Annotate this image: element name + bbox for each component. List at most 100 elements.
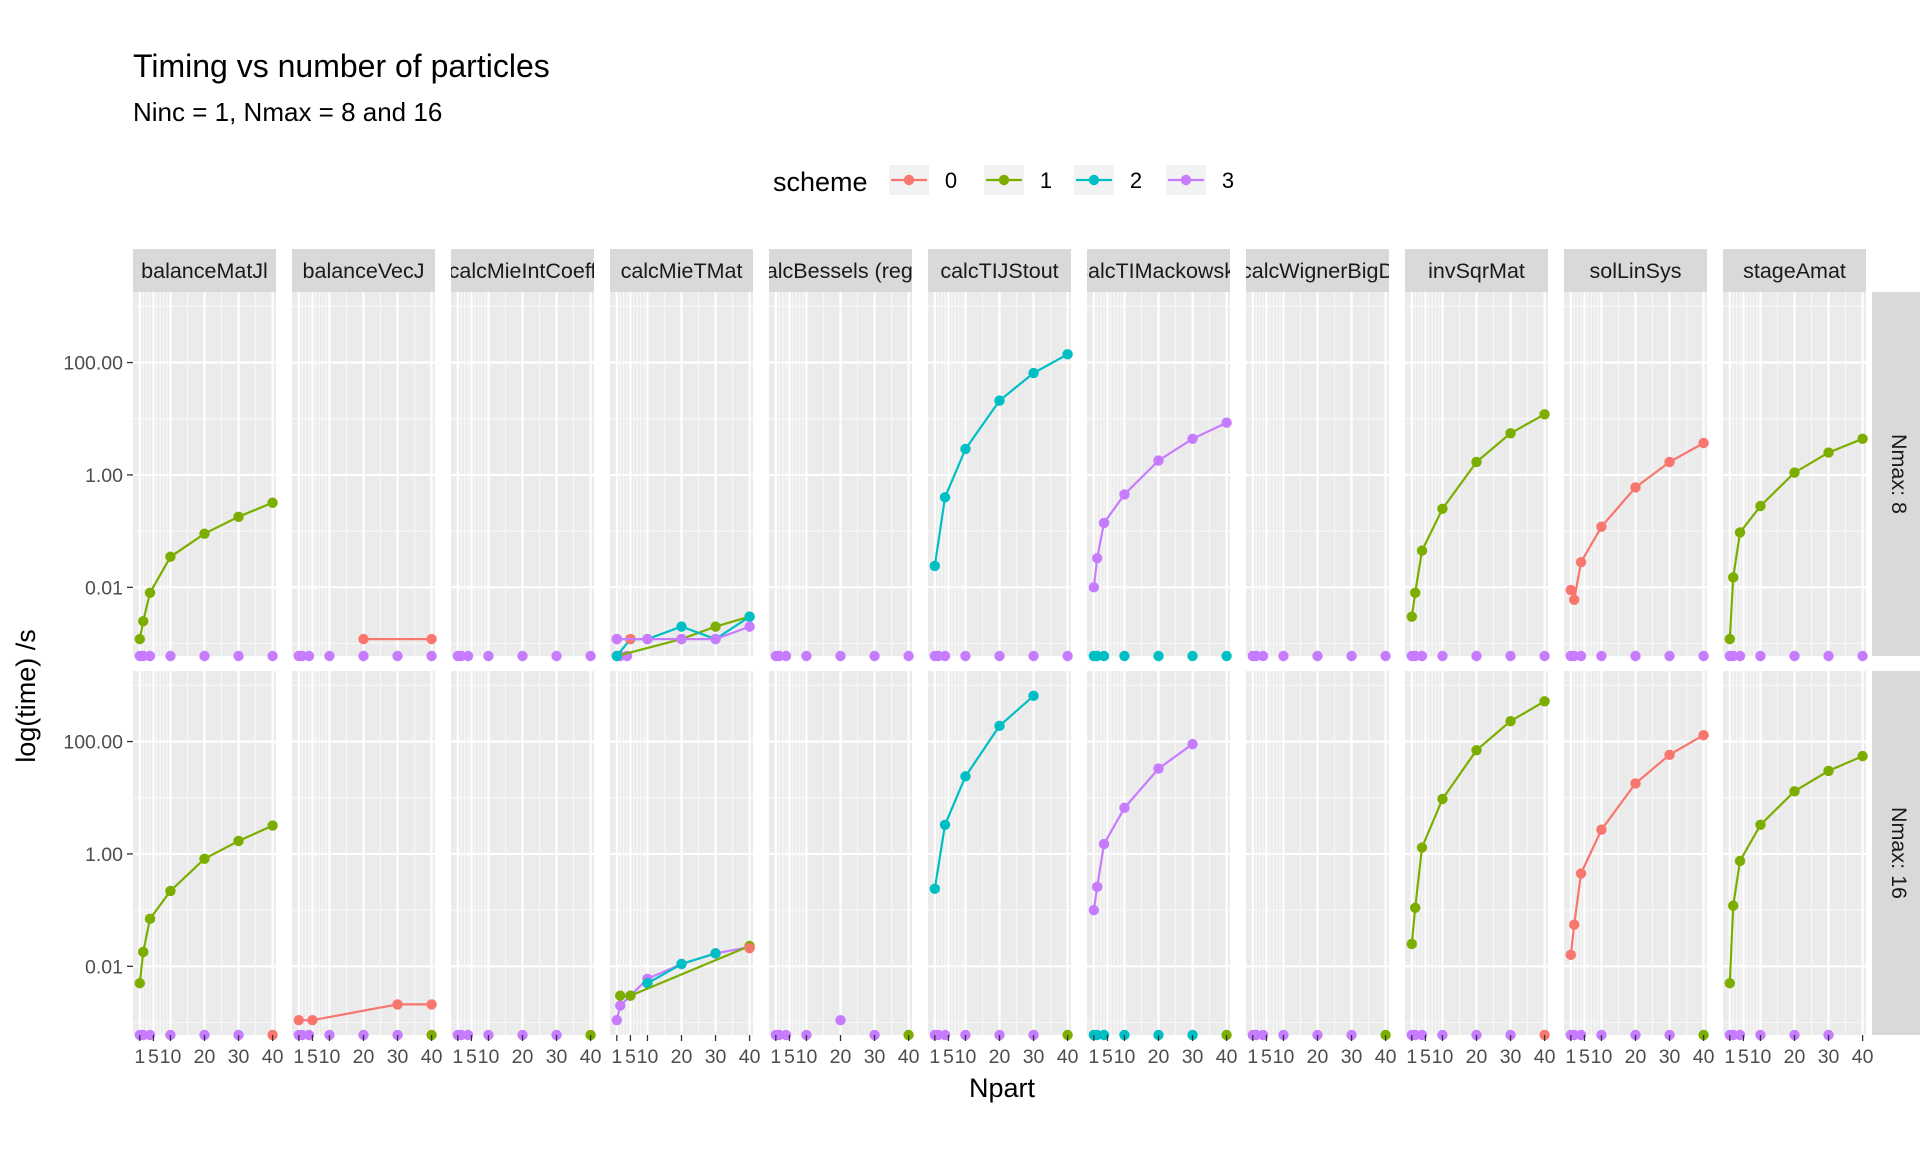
facet-strip-label: calcTIMackowski	[1077, 259, 1239, 283]
x-tick-label: 5	[943, 1046, 954, 1068]
facet-strip-0: balanceMatJl	[133, 249, 276, 292]
zero-time-point	[1505, 650, 1516, 662]
panel-5-16	[928, 671, 1073, 1041]
data-point	[1789, 786, 1800, 797]
zero-time-point	[462, 1029, 474, 1041]
x-axis-4: 1 5 10 20 30 40	[770, 1035, 920, 1068]
panel-4-16	[769, 671, 914, 1041]
data-point	[358, 633, 369, 645]
chart-title: Timing vs number of particles	[133, 48, 550, 84]
zero-time-point	[1437, 650, 1448, 662]
facet-strip-label: calcWignerBigD	[1241, 259, 1394, 283]
x-tick-label: 5	[1102, 1046, 1113, 1068]
facet-strip-2: calcMieIntCoeff	[451, 249, 594, 292]
data-point	[1437, 503, 1448, 514]
data-point	[1437, 793, 1448, 805]
data-point	[199, 528, 210, 539]
data-point	[1062, 349, 1073, 360]
zero-time-point	[939, 650, 951, 662]
data-point	[293, 1015, 305, 1026]
x-tick-label: 5	[1738, 1046, 1749, 1068]
panel-5-8	[928, 292, 1073, 662]
zero-time-point	[1575, 650, 1587, 662]
x-tick-label: 5	[1261, 1046, 1272, 1068]
zero-time-point	[1664, 650, 1675, 662]
x-tick-label: 30	[1023, 1046, 1045, 1068]
data-point	[611, 1015, 623, 1026]
legend: 0 1 2 3	[889, 165, 1234, 195]
series-10-16-scheme-1	[1724, 750, 1868, 989]
x-tick-label: 1	[1565, 1046, 1576, 1068]
x-tick-label: 20	[671, 1046, 693, 1068]
data-point	[1416, 842, 1428, 853]
data-point	[267, 497, 278, 508]
panel-9-16	[1564, 671, 1709, 1041]
zero-time-point	[551, 650, 562, 662]
data-point	[642, 633, 653, 645]
series-3-8-scheme-3	[611, 621, 755, 645]
zero-time-point	[303, 650, 315, 662]
facet-strip-bg	[1087, 249, 1230, 292]
x-tick-label: 40	[580, 1046, 602, 1068]
data-point	[994, 720, 1005, 732]
x-tick-label: 1	[929, 1046, 940, 1068]
zero-time-point	[358, 650, 369, 662]
facet-strip-8: invSqrMat	[1405, 249, 1548, 292]
x-axis-1: 1 5 10 20 30 40	[293, 1035, 443, 1068]
y-tick-label: 1.00	[85, 465, 123, 487]
x-tick-label: 20	[989, 1046, 1011, 1068]
x-tick-label: 5	[1579, 1046, 1590, 1068]
data-point	[939, 819, 951, 830]
facet-strip-bg	[769, 249, 912, 292]
data-point	[1221, 417, 1232, 428]
data-point	[1410, 587, 1421, 598]
x-axis-title: Npart	[969, 1073, 1036, 1103]
x-tick-label: 40	[1534, 1046, 1556, 1068]
x-tick-label: 30	[1500, 1046, 1522, 1068]
facet-strip-10: stageAmat	[1723, 249, 1866, 292]
data-point	[1471, 456, 1482, 468]
data-point	[611, 650, 623, 662]
data-point	[929, 883, 941, 894]
zero-time-point	[1823, 650, 1834, 662]
y-tick-label: 100.00	[63, 732, 123, 754]
x-tick-label: 5	[466, 1046, 477, 1068]
x-tick-label: 30	[864, 1046, 886, 1068]
x-tick-label: 30	[1818, 1046, 1840, 1068]
y-tick-label: 0.01	[85, 956, 123, 978]
facet-strip-label: invSqrMat	[1428, 259, 1525, 283]
data-point	[1471, 745, 1482, 756]
x-tick-label: 10	[1273, 1046, 1295, 1068]
data-point	[1088, 904, 1100, 916]
facet-strip-bg	[928, 249, 1071, 292]
data-point	[1539, 696, 1550, 707]
zero-time-point	[1098, 1029, 1110, 1041]
panel-2-8	[451, 292, 596, 662]
x-tick-label: 30	[387, 1046, 409, 1068]
data-point	[1119, 802, 1130, 814]
x-axis-3: 1 5 10 20 30 40	[611, 1035, 761, 1068]
zero-time-point	[1471, 650, 1482, 662]
data-point	[134, 978, 146, 989]
x-tick-label: 40	[1852, 1046, 1874, 1068]
data-point	[1789, 467, 1800, 478]
series-8-16-scheme-1	[1406, 696, 1550, 950]
facet-strip-3: calcMieTMat	[610, 249, 753, 292]
data-point	[1098, 838, 1110, 850]
x-tick-label: 5	[307, 1046, 318, 1068]
data-point	[615, 1000, 626, 1011]
x-tick-label: 20	[1466, 1046, 1488, 1068]
panel-3-16	[610, 671, 755, 1035]
data-point	[165, 885, 176, 897]
data-point	[710, 948, 721, 959]
x-tick-label: 5	[1420, 1046, 1431, 1068]
data-point	[1187, 738, 1198, 750]
data-point	[835, 1015, 846, 1026]
zero-time-point	[801, 650, 812, 662]
data-point	[1698, 729, 1709, 741]
panel-0-16	[133, 671, 278, 1041]
series-1-8-scheme-0	[358, 633, 437, 645]
x-tick-label: 10	[637, 1046, 659, 1068]
zero-time-point	[960, 650, 971, 662]
